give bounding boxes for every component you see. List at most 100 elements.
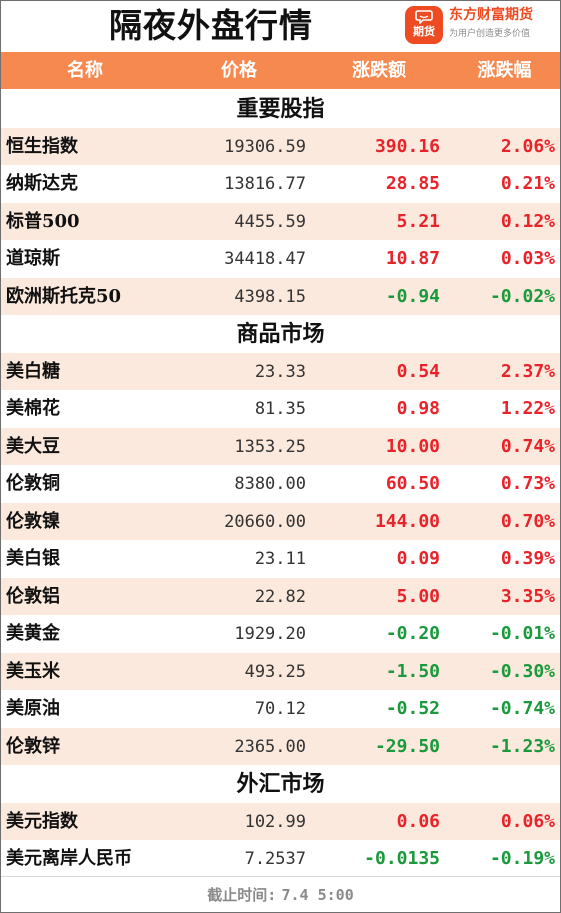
table-row[interactable]: 标普500 4455.59 5.21 0.12% (1, 202, 560, 240)
change-percent: -0.02% (489, 285, 555, 307)
change-percent: -0.74% (489, 698, 555, 719)
instrument-name: 美元离岸人民币 (6, 848, 132, 869)
brand-slogan: 为用户创造更多价值 (449, 29, 531, 39)
price-value: 8380.00 (234, 474, 306, 494)
change-value: 0.09 (396, 548, 440, 569)
instrument-name: 伦敦锌 (6, 735, 60, 757)
price-value: 19306.59 (224, 136, 306, 157)
table-row[interactable]: 恒生指数 19306.59 390.16 2.06% (1, 127, 560, 165)
column-header-change: 涨跌额 (352, 60, 406, 81)
price-value: 81.35 (254, 399, 306, 419)
instrument-name: 美玉米 (6, 660, 60, 682)
table-row[interactable]: 纳斯达克 13816.77 28.85 0.21% (1, 165, 560, 202)
table-row[interactable]: 美白糖 23.33 0.54 2.37% (1, 352, 560, 390)
table-row[interactable]: 美白银 23.11 0.09 0.39% (1, 540, 560, 577)
change-value: 390.16 (374, 135, 440, 157)
price-value: 22.82 (254, 586, 306, 607)
change-value: 5.00 (396, 585, 440, 607)
section-title: 重要股指 (1, 90, 560, 127)
instrument-name: 美白糖 (6, 360, 60, 382)
change-value: -0.20 (385, 623, 440, 644)
instrument-name: 标普500 (6, 210, 80, 232)
price-value: 1353.25 (234, 436, 306, 457)
instrument-name: 美白银 (6, 548, 60, 569)
change-percent: 0.74% (500, 435, 555, 457)
change-value: -0.94 (385, 285, 440, 307)
instrument-name: 欧洲斯托克50 (6, 285, 122, 307)
table-row[interactable]: 美元离岸人民币 7.2537 -0.0135 -0.19% (1, 840, 560, 877)
logo-icon-label: 期货 (413, 25, 435, 38)
page-title: 隔夜外盘行情 (109, 6, 313, 45)
table-row[interactable]: 美棉花 81.35 0.98 1.22% (1, 390, 560, 427)
change-value: 0.06 (396, 810, 440, 832)
instrument-name: 美棉花 (6, 398, 60, 419)
price-value: 493.25 (244, 661, 306, 682)
change-percent: 2.06% (500, 135, 555, 157)
footer-time: 7.4 5:00 (281, 886, 354, 904)
change-value: -0.52 (385, 698, 440, 719)
price-value: 4455.59 (234, 211, 306, 232)
change-value: -1.50 (385, 660, 440, 682)
change-value: -0.0135 (364, 848, 440, 869)
table-row[interactable]: 道琼斯 34418.47 10.87 0.03% (1, 240, 560, 277)
table-row[interactable]: 伦敦铜 8380.00 60.50 0.73% (1, 465, 560, 502)
table-row[interactable]: 欧洲斯托克50 4398.15 -0.94 -0.02% (1, 277, 560, 315)
price-value: 4398.15 (234, 286, 306, 307)
price-value: 7.2537 (244, 849, 306, 869)
table-row[interactable]: 美玉米 493.25 -1.50 -0.30% (1, 652, 560, 690)
change-percent: 2.37% (500, 360, 555, 382)
change-percent: 0.39% (500, 548, 555, 569)
change-value: 144.00 (374, 510, 440, 532)
change-percent: 0.12% (500, 210, 555, 232)
change-value: 10.00 (385, 435, 440, 457)
instrument-name: 纳斯达克 (6, 173, 78, 194)
price-value: 1929.20 (234, 624, 306, 644)
price-value: 70.12 (254, 699, 306, 719)
table-row[interactable]: 美黄金 1929.20 -0.20 -0.01% (1, 615, 560, 652)
change-percent: -0.01% (489, 623, 555, 644)
price-value: 20660.00 (224, 511, 306, 532)
instrument-name: 美大豆 (6, 435, 60, 457)
change-percent: -0.30% (489, 660, 555, 682)
change-value: 28.85 (385, 173, 440, 194)
title-bar: 隔夜外盘行情 期货 东方财富期货 为用户创造更多价值 (1, 1, 560, 50)
instrument-name: 伦敦镍 (6, 510, 60, 532)
price-value: 23.33 (254, 361, 306, 382)
table-row[interactable]: 美元指数 102.99 0.06 0.06% (1, 802, 560, 840)
table-header: 名称 价格 涨跌额 涨跌幅 (1, 52, 560, 89)
change-percent: 0.03% (500, 248, 555, 269)
section-title: 外汇市场 (1, 765, 560, 802)
table-row[interactable]: 美大豆 1353.25 10.00 0.74% (1, 427, 560, 465)
footer-timestamp: 截止时间: 7.4 5:00 (1, 876, 560, 912)
table-row[interactable]: 伦敦锌 2365.00 -29.50 -1.23% (1, 727, 560, 765)
instrument-name: 美原油 (6, 698, 60, 719)
column-header-price: 价格 (221, 60, 257, 81)
price-value: 23.11 (254, 549, 306, 569)
table-row[interactable]: 美原油 70.12 -0.52 -0.74% (1, 690, 560, 727)
table-row[interactable]: 伦敦铝 22.82 5.00 3.35% (1, 577, 560, 615)
price-value: 34418.47 (224, 249, 306, 269)
change-value: 10.87 (385, 248, 440, 269)
logo-icon: 期货 (405, 6, 443, 44)
table-row[interactable]: 伦敦镍 20660.00 144.00 0.70% (1, 502, 560, 540)
change-value: 0.54 (396, 360, 440, 382)
change-value: 0.98 (396, 398, 440, 419)
change-value: 5.21 (396, 210, 440, 232)
brand-logo[interactable]: 期货 东方财富期货 为用户创造更多价值 (405, 5, 557, 45)
change-percent: 0.73% (500, 473, 555, 494)
chat-bubble-icon (415, 10, 433, 24)
change-percent: -0.19% (489, 848, 555, 869)
change-value: 60.50 (385, 473, 440, 494)
instrument-name: 美元指数 (6, 810, 78, 832)
change-percent: 0.21% (500, 173, 555, 194)
change-percent: 0.70% (500, 510, 555, 532)
price-value: 2365.00 (234, 736, 306, 757)
instrument-name: 伦敦铝 (6, 585, 60, 607)
price-value: 13816.77 (224, 174, 306, 194)
change-percent: 0.06% (500, 810, 555, 832)
column-header-percent: 涨跌幅 (477, 60, 532, 81)
instrument-name: 美黄金 (6, 623, 60, 644)
change-percent: -1.23% (489, 735, 555, 757)
change-value: -29.50 (374, 735, 440, 757)
